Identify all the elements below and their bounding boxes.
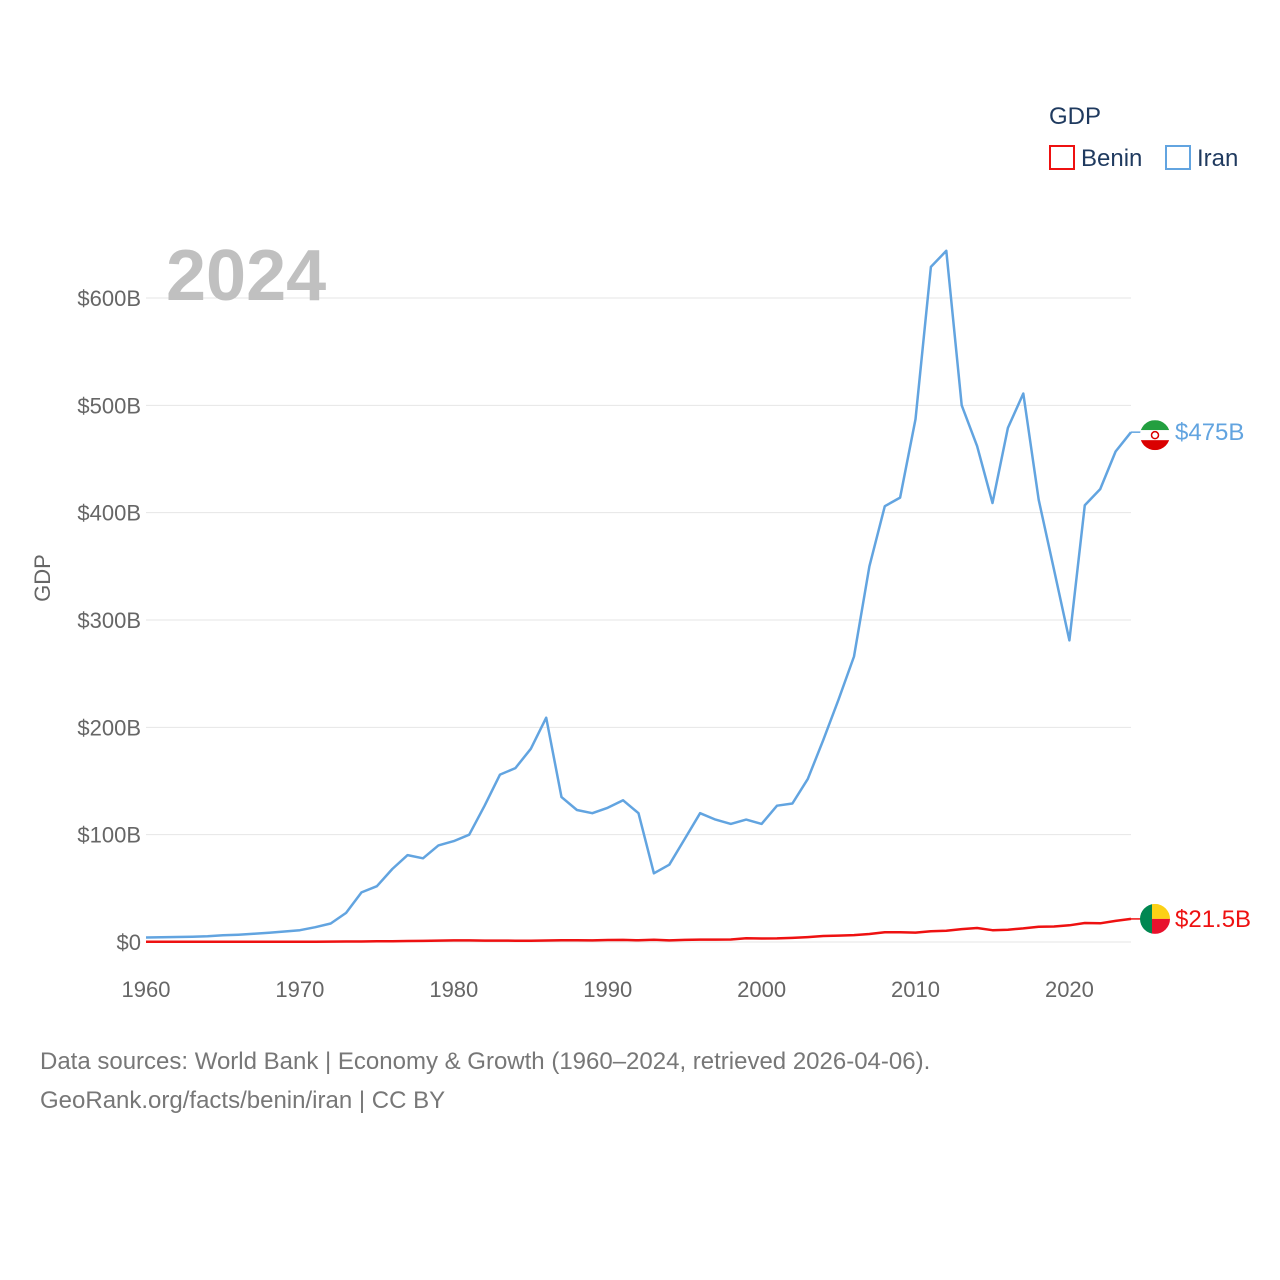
- end-value-label-iran: $475B: [1175, 419, 1244, 446]
- end-value-label-benin: $21.5B: [1175, 906, 1251, 933]
- y-tick-label: $600B: [77, 286, 141, 311]
- y-axis-title: GDP: [30, 554, 55, 602]
- y-axis-ticks: $0 $100B $200B $300B $400B $500B $600B: [77, 286, 141, 955]
- y-tick-label: $500B: [77, 393, 141, 418]
- y-tick-label: $400B: [77, 501, 141, 526]
- x-tick-label: 1960: [122, 977, 171, 1002]
- legend-swatch-benin[interactable]: [1049, 145, 1075, 170]
- legend-label-iran[interactable]: Iran: [1197, 145, 1238, 172]
- series-lines: [145, 249, 1132, 944]
- x-tick-label: 2010: [891, 977, 940, 1002]
- x-axis-ticks: 1960 1970 1980 1990 2000 2010 2020: [122, 977, 1094, 1002]
- x-tick-label: 1970: [275, 977, 324, 1002]
- y-tick-label: $0: [117, 930, 141, 955]
- y-tick-label: $100B: [77, 823, 141, 848]
- series-line-benin[interactable]: [146, 917, 1132, 944]
- x-tick-label: 2020: [1045, 977, 1094, 1002]
- data-sources-text: Data sources: World Bank | Economy & Gro…: [40, 1048, 931, 1075]
- x-tick-label: 2000: [737, 977, 786, 1002]
- gridlines: [146, 297, 1131, 943]
- legend-label-benin[interactable]: Benin: [1081, 145, 1142, 172]
- y-tick-label: $300B: [77, 608, 141, 633]
- year-label: 2024: [166, 236, 326, 316]
- iran-flag-icon: [1140, 420, 1170, 451]
- x-tick-label: 1990: [583, 977, 632, 1002]
- legend-swatch-iran[interactable]: [1165, 145, 1191, 170]
- series-endpoints: $21.5B $475B: [1131, 419, 1251, 934]
- x-tick-label: 1980: [429, 977, 478, 1002]
- y-tick-label: $200B: [77, 715, 141, 740]
- legend: GDP Benin Iran: [1049, 103, 1238, 172]
- source-link-text[interactable]: GeoRank.org/facts/benin/iran | CC BY: [40, 1087, 446, 1114]
- legend-title: GDP: [1049, 103, 1101, 130]
- footer: Data sources: World Bank | Economy & Gro…: [40, 1042, 930, 1120]
- series-line-iran[interactable]: [145, 249, 1132, 939]
